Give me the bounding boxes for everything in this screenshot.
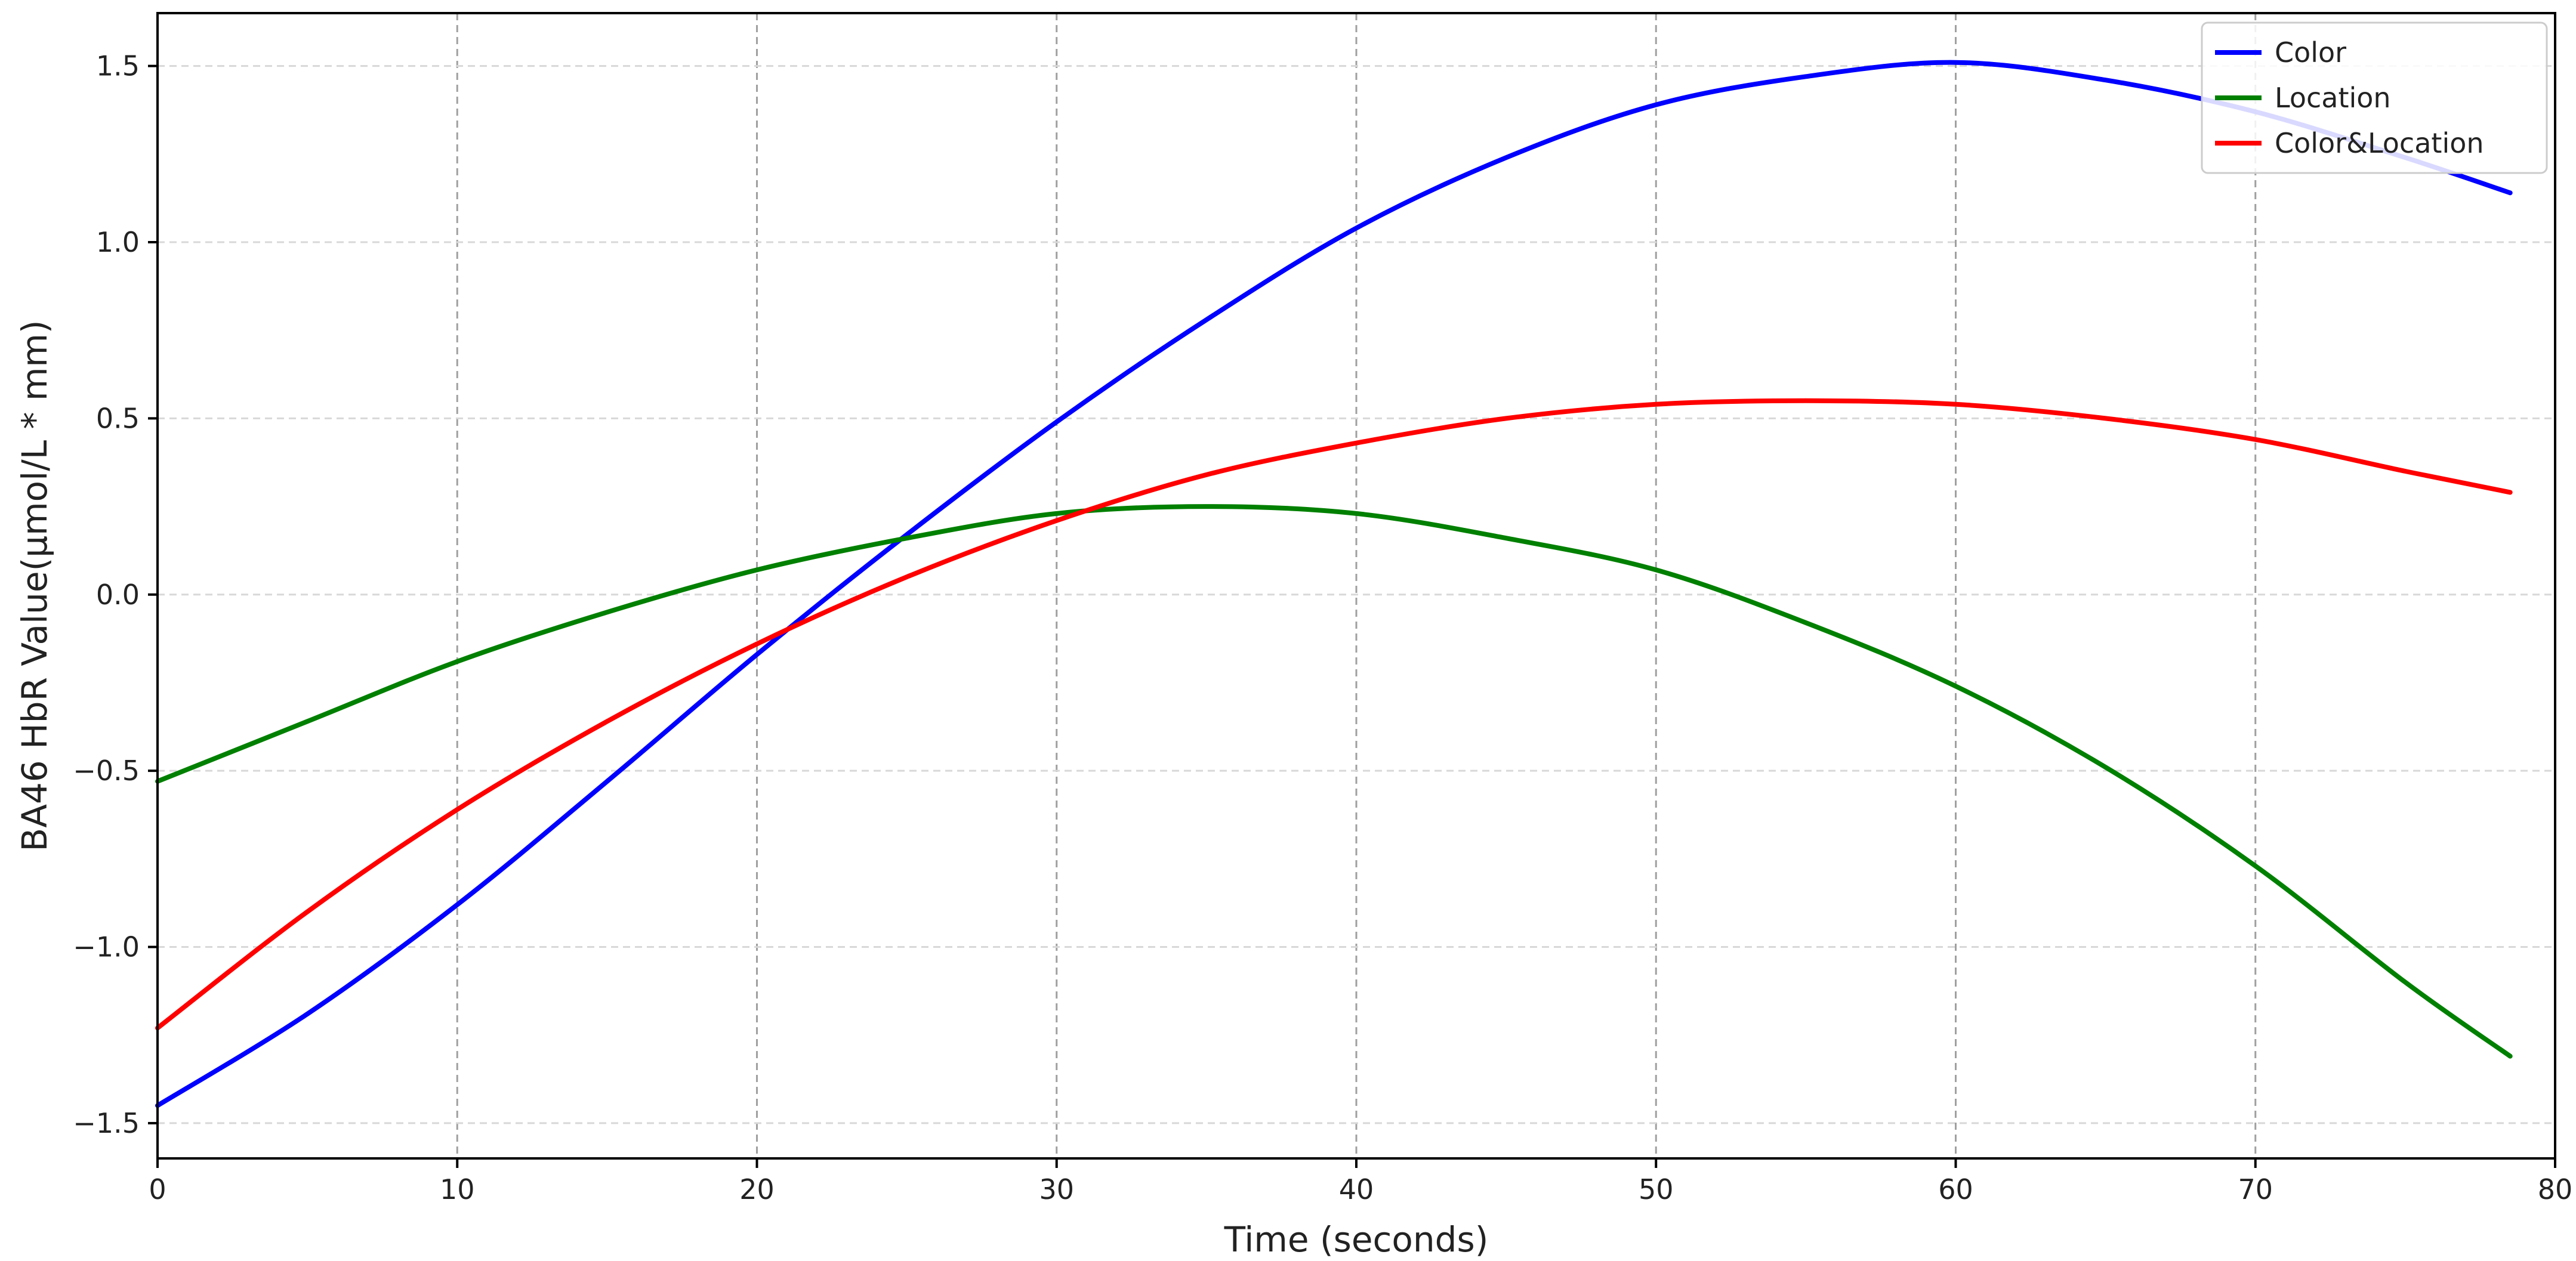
y-tick-label: −0.5 bbox=[73, 755, 140, 787]
x-axis-label: Time (seconds) bbox=[1224, 1219, 1489, 1260]
y-axis-label: BA46 HbR Value(μmol/L * mm) bbox=[14, 320, 55, 851]
x-tick-label: 60 bbox=[1938, 1173, 1973, 1206]
x-tick-label: 40 bbox=[1339, 1173, 1374, 1206]
legend-label: Color&Location bbox=[2275, 127, 2484, 159]
x-tick-label: 80 bbox=[2538, 1173, 2573, 1206]
x-tick-label: 70 bbox=[2238, 1173, 2273, 1206]
y-tick-label: −1.0 bbox=[73, 931, 140, 963]
grid-lines bbox=[158, 13, 2555, 1158]
x-axis-ticks: 0 10 20 30 40 50 60 70 80 bbox=[149, 1158, 2572, 1206]
y-tick-label: 1.0 bbox=[96, 226, 140, 258]
legend-label: Color bbox=[2275, 36, 2346, 69]
series-line-color bbox=[155, 60, 2513, 1108]
series-line-color-location bbox=[155, 398, 2513, 1031]
legend-label: Location bbox=[2275, 82, 2391, 114]
y-tick-label: −1.5 bbox=[73, 1107, 140, 1139]
y-tick-label: 0.0 bbox=[96, 579, 140, 611]
x-tick-label: 0 bbox=[149, 1173, 166, 1206]
x-tick-label: 30 bbox=[1039, 1173, 1074, 1206]
legend-box bbox=[2201, 21, 2548, 174]
x-tick-label: 50 bbox=[1639, 1173, 1674, 1206]
y-tick-label: 1.5 bbox=[96, 50, 140, 82]
x-tick-label: 10 bbox=[440, 1173, 475, 1206]
y-axis-ticks: −1.5 −1.0 −0.5 0.0 0.5 1.0 1.5 bbox=[73, 50, 158, 1139]
series-line-location bbox=[155, 504, 2513, 1059]
legend: Color Location Color&Location bbox=[2201, 21, 2548, 174]
x-tick-label: 20 bbox=[739, 1173, 775, 1206]
series-lines bbox=[155, 60, 2513, 1108]
y-tick-label: 0.5 bbox=[96, 402, 140, 434]
